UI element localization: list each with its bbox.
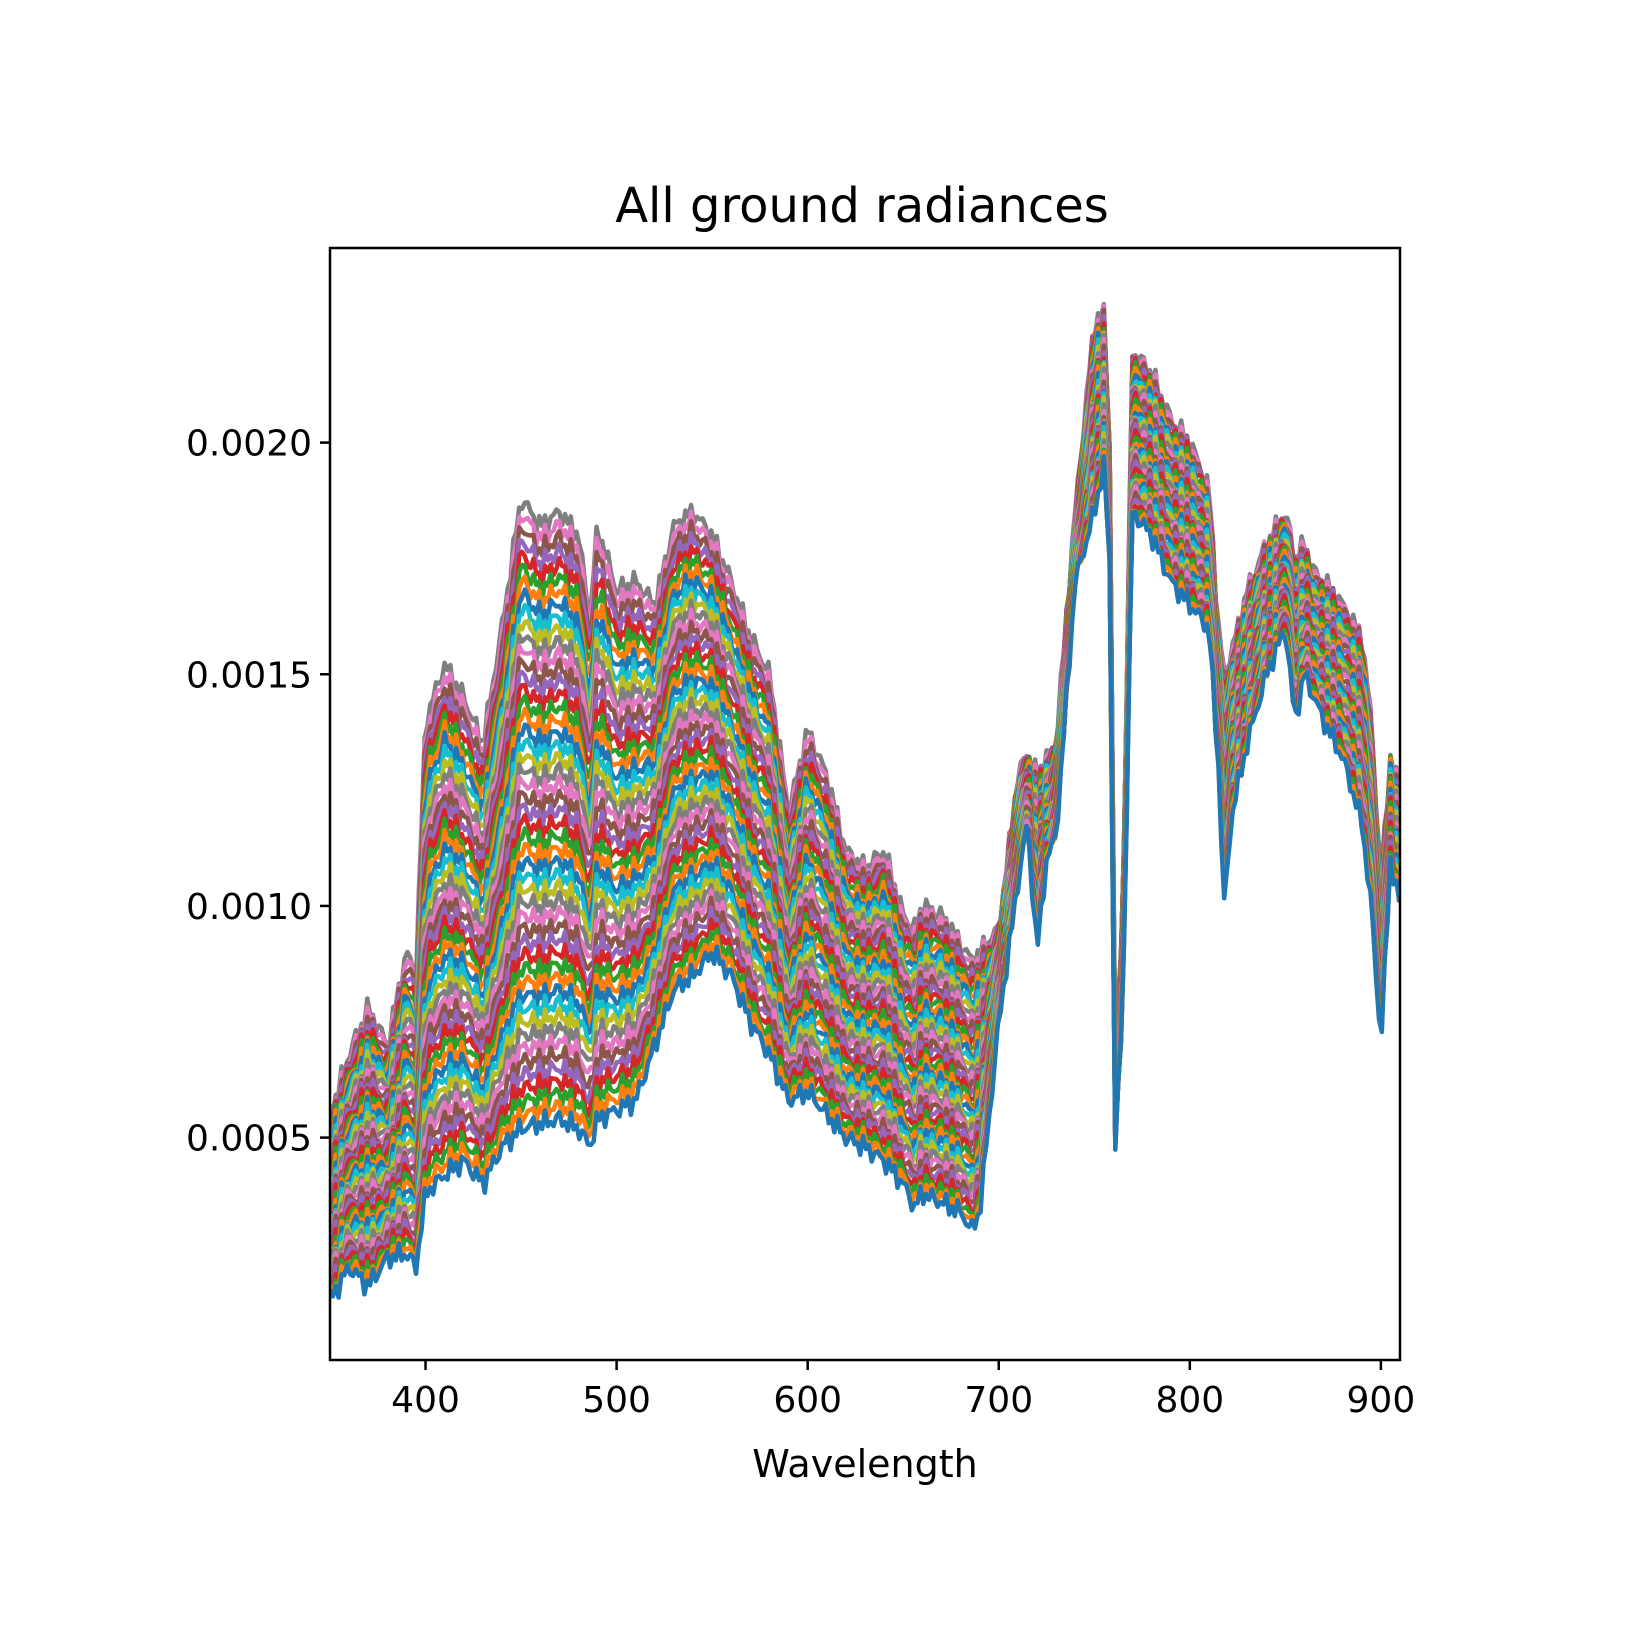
x-axis: 400 500 600 700 800 900 <box>391 1360 1415 1421</box>
y-tick-label: 0.0020 <box>186 424 312 465</box>
y-tick-label: 0.0010 <box>186 887 312 928</box>
y-axis: 0.0005 0.0010 0.0015 0.0020 <box>186 424 330 1160</box>
x-tick-label: 900 <box>1347 1380 1416 1421</box>
x-tick-label: 700 <box>964 1380 1033 1421</box>
series-group <box>330 301 1400 1300</box>
chart-title: All ground radiances <box>615 178 1109 234</box>
x-tick-label: 800 <box>1155 1380 1224 1421</box>
x-tick-label: 600 <box>773 1380 842 1421</box>
y-tick-label: 0.0015 <box>186 655 312 696</box>
y-tick-label: 0.0005 <box>186 1119 312 1160</box>
x-axis-label: Wavelength <box>752 1442 977 1486</box>
plot-area: 400 500 600 700 800 900 0.00050.00100.00150.0… <box>186 246 1415 1421</box>
series-line <box>330 454 1400 1300</box>
x-tick-label: 500 <box>582 1380 651 1421</box>
axis-frame <box>328 246 1402 1362</box>
x-tick-label: 400 <box>391 1380 460 1421</box>
